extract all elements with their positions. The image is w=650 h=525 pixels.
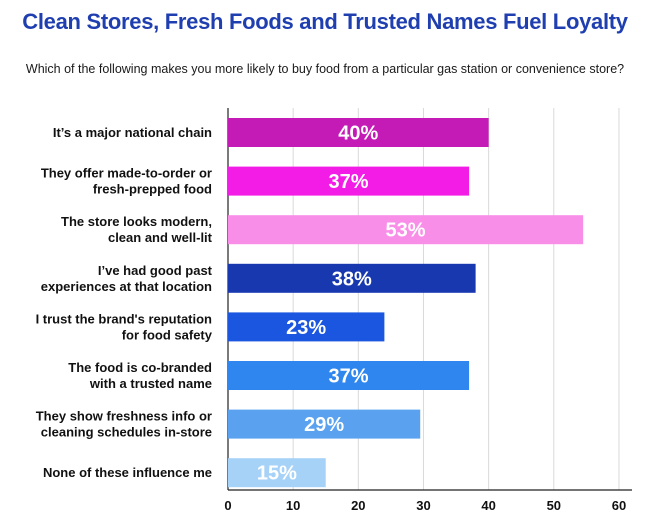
category-label-line: They offer made-to-order or (41, 166, 212, 181)
data-label: 37% (329, 171, 369, 193)
bar (228, 263, 476, 293)
category-label-line: clean and well-lit (108, 230, 213, 245)
bar (228, 118, 489, 147)
category-label: The food is co-branded with a trusted nam… (68, 360, 212, 391)
bar (228, 166, 470, 196)
bar (228, 409, 421, 439)
bar (228, 215, 584, 245)
category-label: I’ve had good past experiences at that lo… (41, 263, 213, 294)
category-label-line: It’s a major national chain (53, 125, 212, 140)
category-label-line: experiences at that location (41, 279, 212, 294)
category-label: The store looks modern, clean and well-li… (61, 214, 213, 245)
category-label-line: The food is co-branded (68, 360, 212, 375)
category-label: I trust the brand's reputation for food s… (36, 311, 213, 342)
category-label-line: fresh-prepped food (93, 182, 212, 197)
bar (228, 361, 470, 390)
chart-subtitle: Which of the following makes you more li… (25, 62, 625, 76)
category-label-line: I’ve had good past (98, 263, 213, 278)
x-tick-label: 20 (351, 498, 365, 513)
x-tick-label: 10 (286, 498, 300, 513)
category-label-line: They show freshness info or (36, 409, 212, 424)
data-label: 37% (329, 366, 369, 388)
category-label: None of these influence me (43, 465, 212, 480)
x-tick-label: 40 (481, 498, 495, 513)
chart-title: Clean Stores, Fresh Foods and Trusted Na… (22, 9, 628, 34)
category-label: They show freshness info or cleaning sche… (36, 409, 212, 440)
category-label-line: None of these influence me (43, 465, 212, 480)
data-label: 40% (338, 123, 378, 145)
x-tick-label: 50 (547, 498, 561, 513)
x-tick-label: 30 (416, 498, 430, 513)
category-label-line: I trust the brand's reputation (36, 311, 212, 326)
x-tick-label: 60 (612, 498, 626, 513)
category-label-line: with a trusted name (89, 376, 212, 391)
category-label: They offer made-to-order or fresh-prepped… (41, 166, 212, 197)
category-label-line: for food safety (122, 327, 213, 342)
data-label: 53% (386, 220, 426, 242)
x-tick-label: 0 (224, 498, 231, 513)
data-label: 38% (332, 268, 372, 290)
bar (228, 458, 326, 488)
data-label: 29% (304, 414, 344, 436)
category-label-line: The store looks modern, (61, 214, 212, 229)
category-label: It’s a major national chain (53, 125, 212, 140)
data-label: 15% (257, 463, 297, 485)
category-label-line: cleaning schedules in-store (41, 425, 212, 440)
data-label: 23% (286, 317, 326, 339)
bar (228, 312, 385, 342)
